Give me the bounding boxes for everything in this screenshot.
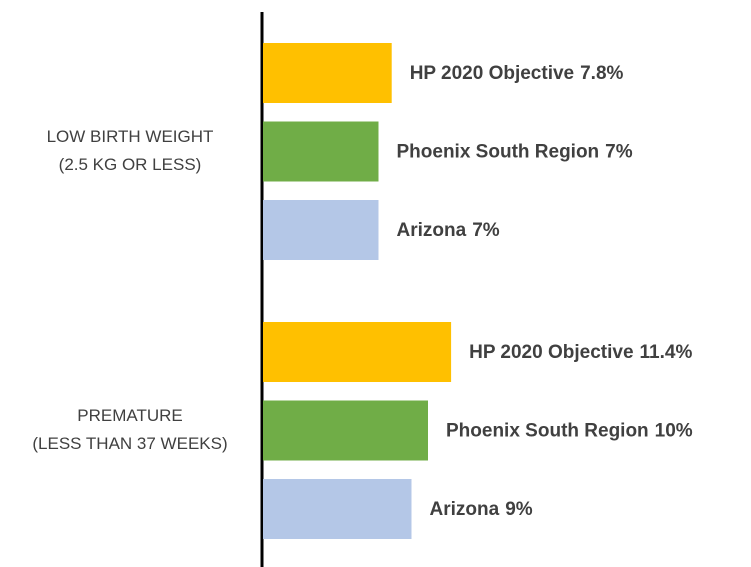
data-label: Phoenix South Region 10%	[446, 421, 693, 442]
bar	[263, 43, 392, 103]
series-name: HP 2020 Objective	[469, 342, 633, 363]
bar	[263, 400, 428, 461]
value-label: 9%	[505, 499, 533, 520]
value-label: 7%	[605, 142, 633, 163]
series-name: Arizona	[430, 499, 500, 520]
series-name: Phoenix South Region	[446, 421, 649, 442]
data-label: Phoenix South Region 7%	[397, 142, 633, 163]
value-label: 7%	[472, 220, 500, 241]
data-label: HP 2020 Objective 11.4%	[469, 342, 692, 363]
category-label: PREMATURE	[77, 406, 182, 425]
category-label: LOW BIRTH WEIGHT	[47, 127, 214, 146]
data-label: Arizona 7%	[397, 220, 500, 241]
bar	[263, 121, 379, 182]
bar	[263, 479, 412, 539]
data-label: HP 2020 Objective 7.8%	[410, 63, 624, 84]
bar	[263, 200, 379, 260]
category-label: (LESS THAN 37 WEEKS)	[32, 434, 227, 453]
bar	[263, 322, 452, 382]
series-name: Arizona	[397, 220, 467, 241]
series-name: HP 2020 Objective	[410, 63, 574, 84]
value-label: 7.8%	[580, 63, 623, 84]
category-label: (2.5 KG OR LESS)	[59, 155, 202, 174]
data-label: Arizona 9%	[430, 499, 533, 520]
value-label: 11.4%	[640, 342, 693, 363]
series-name: Phoenix South Region	[397, 142, 600, 163]
value-label: 10%	[655, 421, 693, 442]
